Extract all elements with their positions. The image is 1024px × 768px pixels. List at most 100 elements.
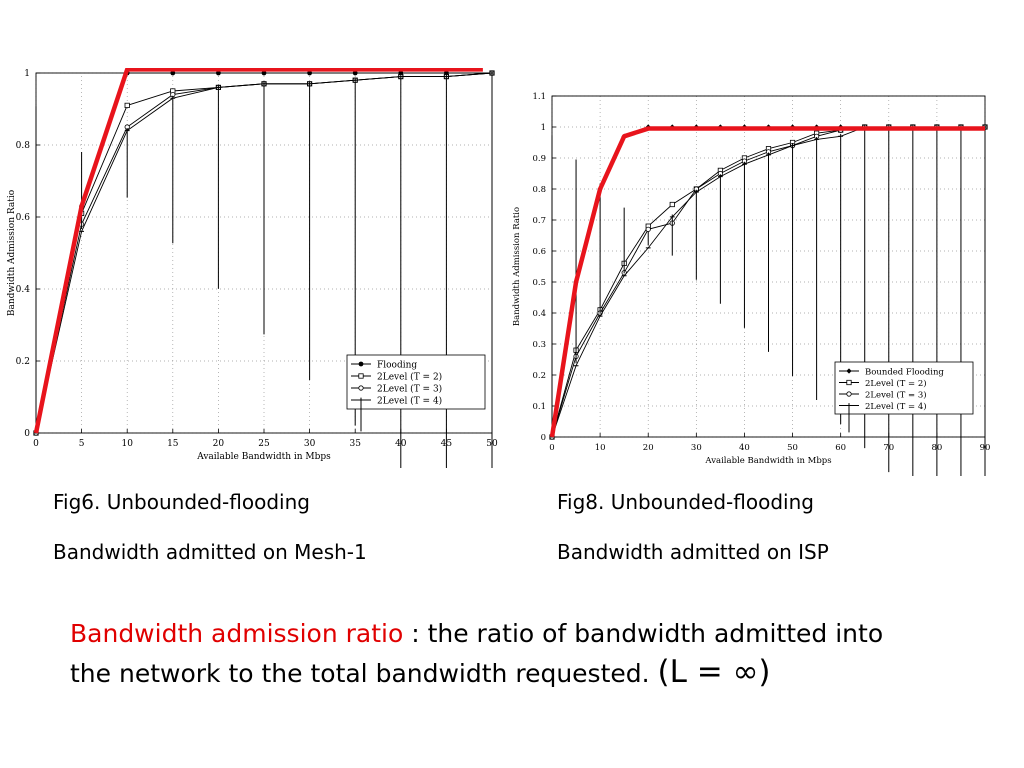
legend-marker [358, 385, 364, 391]
definition-text: Bandwidth admission ratio : the ratio of… [70, 615, 890, 693]
highlight-line [33, 68, 483, 434]
legend-label: 2Level (T = 2) [377, 372, 442, 383]
data-point [717, 174, 723, 304]
y-tick-label: 0.6 [532, 247, 546, 257]
data-point [645, 231, 651, 249]
definition-term: Bandwidth admission ratio [70, 619, 404, 648]
x-tick-label: 10 [595, 443, 606, 453]
data-point [934, 124, 940, 476]
data-point [790, 143, 795, 376]
y-tick-label: 1 [24, 69, 30, 79]
legend-label: 2Level (T = 4) [865, 401, 927, 412]
x-tick-label: 40 [739, 443, 750, 453]
data-point [444, 74, 449, 468]
data-point [573, 159, 579, 367]
fig8-caption-line1: Fig8. Unbounded-flooding [557, 490, 814, 514]
legend-marker [358, 397, 364, 432]
y-tick-label: 0.6 [16, 213, 31, 223]
x-tick-label: 30 [304, 439, 316, 449]
data-point [669, 214, 675, 256]
fig6-caption-line1: Fig6. Unbounded-flooding [53, 490, 310, 514]
y-axis-label: Bandwidth Admission Ratio [512, 207, 522, 326]
data-point [352, 70, 358, 76]
y-tick-label: 0.1 [532, 402, 546, 412]
data-point [170, 95, 176, 244]
y-tick-label: 0.9 [532, 154, 546, 164]
x-tick-label: 15 [167, 439, 179, 449]
data-point [170, 70, 176, 76]
y-tick-label: 0.4 [16, 285, 31, 295]
data-point [124, 128, 130, 198]
data-point [669, 201, 675, 208]
data-point [766, 152, 771, 352]
x-tick-label: 25 [258, 439, 270, 449]
data-point [261, 70, 267, 76]
data-point [33, 106, 39, 434]
y-axis-label: Bandwidth Admission Ratio [7, 190, 17, 316]
definition-body: : the ratio of bandwidth admitted into t… [70, 619, 884, 688]
legend-label: Bounded Flooding [865, 368, 944, 378]
legend-label: 2Level (T = 2) [865, 378, 927, 389]
data-point [886, 124, 892, 473]
definition-formula: (L = ∞) [657, 654, 771, 690]
data-point [621, 207, 627, 277]
y-tick-label: 0.7 [532, 216, 546, 226]
x-tick-label: 20 [643, 443, 654, 453]
x-tick-label: 0 [33, 439, 39, 449]
legend-label: 2Level (T = 3) [865, 390, 927, 401]
legend-label: 2Level (T = 4) [377, 396, 442, 407]
legend-marker [358, 361, 364, 367]
y-tick-label: 0 [24, 429, 30, 439]
y-tick-label: 0 [541, 433, 546, 443]
legend-marker [846, 403, 852, 433]
data-point [307, 81, 312, 380]
y-tick-label: 0.8 [532, 185, 546, 195]
y-tick-label: 0.8 [16, 141, 31, 151]
legend-marker [358, 373, 364, 379]
legend-marker [846, 391, 852, 397]
x-tick-label: 35 [349, 439, 361, 449]
x-tick-label: 20 [213, 439, 225, 449]
y-tick-label: 1.1 [532, 92, 546, 102]
data-point [742, 161, 747, 328]
data-point [645, 226, 651, 232]
chart-isp: 010203040506070809000.10.20.30.40.50.60.… [512, 92, 990, 476]
series-4 [549, 124, 988, 476]
data-point [307, 70, 312, 76]
x-tick-label: 10 [121, 439, 133, 449]
x-tick-label: 50 [787, 443, 798, 453]
data-point [261, 81, 267, 335]
data-point [958, 124, 964, 476]
fig6-caption-line2: Bandwidth admitted on Mesh-1 [53, 540, 367, 564]
data-point [814, 137, 820, 401]
chart-mesh-1: 0510152025303540455000.20.40.60.81Availa… [7, 68, 498, 468]
fig8-caption-line2: Bandwidth admitted on ISP [557, 540, 829, 564]
x-tick-label: 60 [835, 443, 846, 453]
data-point [216, 85, 221, 289]
data-point [216, 70, 221, 76]
series-4 [33, 70, 495, 468]
y-tick-label: 0.4 [532, 309, 546, 319]
highlight-line [549, 126, 985, 438]
legend-label: Flooding [377, 361, 417, 371]
x-axis-label: Available Bandwidth in Mbps [196, 452, 331, 462]
x-tick-label: 5 [79, 439, 85, 449]
y-tick-label: 1 [541, 123, 546, 133]
data-point [910, 124, 916, 476]
x-tick-label: 0 [549, 443, 554, 453]
legend-marker [846, 379, 852, 386]
x-tick-label: 30 [691, 443, 702, 453]
data-point [982, 124, 988, 476]
data-point [597, 183, 603, 317]
y-tick-label: 0.3 [532, 340, 546, 350]
x-axis-label: Available Bandwidth in Mbps [704, 456, 831, 466]
y-tick-label: 0.5 [532, 278, 546, 288]
data-point [549, 135, 555, 438]
legend-marker [846, 368, 852, 374]
y-tick-label: 0.2 [532, 371, 546, 381]
data-point [124, 102, 130, 109]
data-point [489, 70, 495, 468]
legend-label: 2Level (T = 3) [377, 384, 442, 395]
